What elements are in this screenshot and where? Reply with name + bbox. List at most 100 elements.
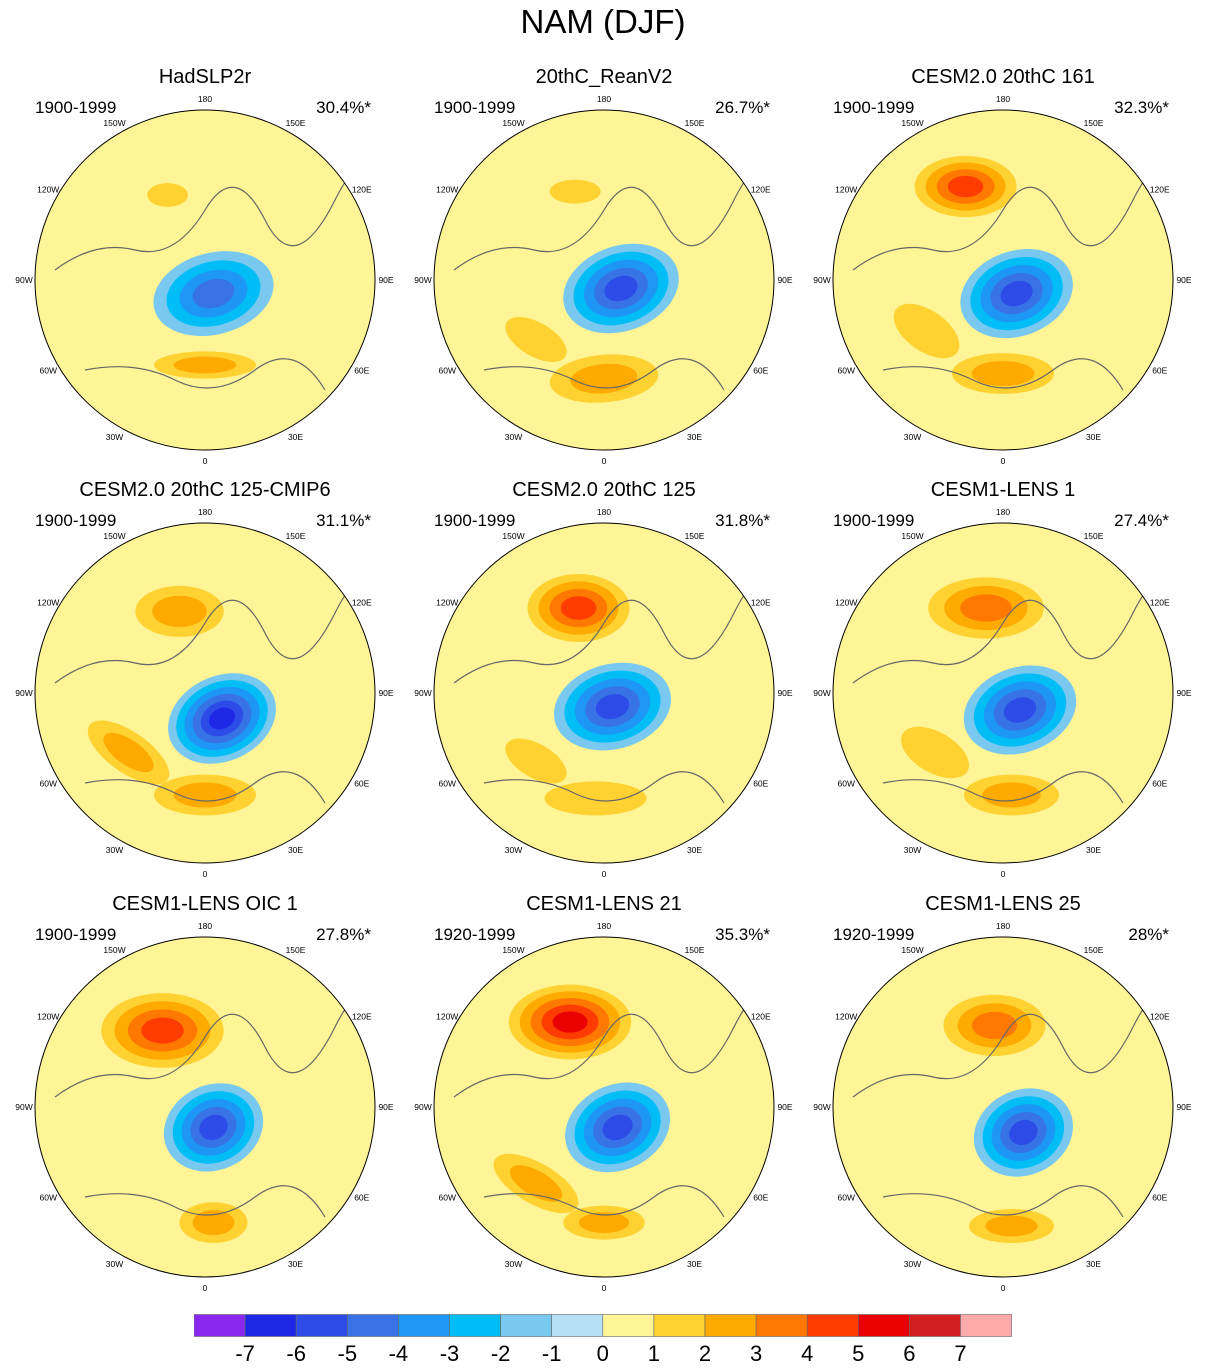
panel-title: CESM1-LENS 25 xyxy=(925,893,1081,915)
chart-title: NAM (DJF) xyxy=(520,3,686,40)
longitude-label: 90W xyxy=(813,1102,830,1112)
panel-variance: 30.4%* xyxy=(316,98,371,117)
colorbar-box xyxy=(244,1314,297,1337)
colorbar-tick-label: 6 xyxy=(903,1341,916,1366)
longitude-label: 150E xyxy=(685,531,705,541)
map-border xyxy=(34,936,376,1278)
longitude-label: 150W xyxy=(103,531,125,541)
longitude-label: 150W xyxy=(103,945,125,955)
longitude-label: 120W xyxy=(37,185,59,195)
contour-level xyxy=(552,1011,588,1033)
positive-anomaly xyxy=(135,585,224,637)
longitude-label: 30E xyxy=(1086,432,1101,442)
contour-level xyxy=(173,356,237,374)
longitude-label: 30E xyxy=(288,1259,303,1269)
longitude-label: 60W xyxy=(439,1193,456,1203)
longitude-label: 120W xyxy=(835,598,857,608)
positive-anomaly xyxy=(544,781,647,816)
longitude-label: 30W xyxy=(106,432,123,442)
contour-level xyxy=(505,738,567,784)
polar-map: 180 150E 120E 90E 60E 30E 0 30W 60W 90W 120W 150W xyxy=(813,921,1192,1293)
longitude-label: 90W xyxy=(414,688,431,698)
colorbar-box xyxy=(806,1314,859,1337)
longitude-label: 120E xyxy=(352,1012,372,1022)
contour-level xyxy=(1009,1119,1038,1146)
positive-anomaly xyxy=(147,183,189,207)
positive-anomaly xyxy=(154,774,256,816)
positive-anomaly xyxy=(493,1153,579,1214)
longitude-label: 150E xyxy=(286,945,306,955)
contour-level xyxy=(141,1017,184,1044)
map-panel: CESM2.0 20thC 125 1900-1999 31.8%* 180 150E 1… xyxy=(404,477,804,887)
longitude-label: 60E xyxy=(354,779,369,789)
positive-anomaly xyxy=(549,179,601,204)
polar-map: 180 150E 120E 90E 60E 30E 0 30W 60W 90W 120W 150W xyxy=(15,507,394,879)
colorbar-tick-label: 0 xyxy=(596,1341,609,1366)
longitude-label: 90W xyxy=(813,275,830,285)
longitude-label: 30E xyxy=(1086,1259,1101,1269)
colorbar-box xyxy=(449,1314,501,1337)
longitude-label: 120E xyxy=(1150,185,1170,195)
panel-title: CESM1-LENS 1 xyxy=(930,479,1076,501)
longitude-label: 120E xyxy=(751,185,771,195)
positive-anomaly xyxy=(943,994,1046,1056)
positive-anomaly xyxy=(928,577,1044,639)
map-border xyxy=(832,522,1174,864)
longitude-label: 0 xyxy=(203,869,208,879)
map-panel: CESM2.0 20thC 125-CMIP6 1900-1999 31.1%* 18… xyxy=(5,477,405,887)
panel-period: 1900-1999 xyxy=(35,511,117,530)
contour-level xyxy=(901,726,969,779)
longitude-label: 30W xyxy=(904,1259,921,1269)
panel-title: CESM2.0 20thC 161 xyxy=(911,66,1095,88)
longitude-label: 0 xyxy=(1001,869,1006,879)
panel-title: CESM2.0 20thC 125 xyxy=(512,479,696,501)
panel-period: 1900-1999 xyxy=(35,925,117,944)
map-border xyxy=(433,109,775,451)
longitude-label: 0 xyxy=(1001,1283,1006,1293)
coastline xyxy=(882,771,1124,804)
longitude-label: 60E xyxy=(1152,779,1167,789)
map-border xyxy=(832,109,1174,451)
longitude-label: 150W xyxy=(901,945,923,955)
colorbar-box xyxy=(551,1314,604,1337)
longitude-label: 150W xyxy=(901,531,923,541)
contour-level xyxy=(595,694,630,720)
contour-level xyxy=(509,1165,563,1202)
coastline xyxy=(483,1185,725,1218)
longitude-label: 60E xyxy=(354,366,369,376)
longitude-label: 180 xyxy=(198,507,212,517)
map-panel: HadSLP2r 1900-1999 30.4%* 180 150E 120E 90E 60E… xyxy=(5,64,405,474)
longitude-label: 30E xyxy=(288,845,303,855)
negative-anomaly xyxy=(163,1083,264,1172)
longitude-label: 90W xyxy=(813,688,830,698)
colorbar-tick-label: -7 xyxy=(235,1341,255,1366)
longitude-label: 30E xyxy=(687,1259,702,1269)
longitude-label: 30E xyxy=(1086,845,1101,855)
longitude-label: 150W xyxy=(502,531,524,541)
longitude-label: 90E xyxy=(1176,688,1191,698)
panel-title: CESM1-LENS OIC 1 xyxy=(112,893,298,915)
longitude-label: 120W xyxy=(436,1012,458,1022)
contour-level xyxy=(960,594,1012,622)
contour-level xyxy=(544,781,647,816)
longitude-label: 30W xyxy=(106,845,123,855)
colorbar-box xyxy=(909,1314,961,1337)
map-border xyxy=(832,936,1174,1278)
colorbar-box xyxy=(500,1314,553,1337)
longitude-label: 180 xyxy=(996,507,1010,517)
longitude-label: 90E xyxy=(1176,1102,1191,1112)
longitude-label: 90E xyxy=(777,1102,792,1112)
longitude-label: 150E xyxy=(685,118,705,128)
contour-level xyxy=(103,732,154,773)
longitude-label: 150E xyxy=(286,118,306,128)
longitude-label: 150W xyxy=(103,118,125,128)
longitude-label: 90W xyxy=(15,1102,32,1112)
longitude-label: 30E xyxy=(288,432,303,442)
contour-level xyxy=(192,1210,235,1236)
longitude-label: 90W xyxy=(414,1102,431,1112)
longitude-label: 0 xyxy=(602,869,607,879)
longitude-label: 0 xyxy=(1001,456,1006,466)
positive-anomaly xyxy=(527,574,630,642)
polar-map: 180 150E 120E 90E 60E 30E 0 30W 60W 90W 120W 150W xyxy=(414,507,793,879)
negative-anomaly xyxy=(563,243,679,334)
